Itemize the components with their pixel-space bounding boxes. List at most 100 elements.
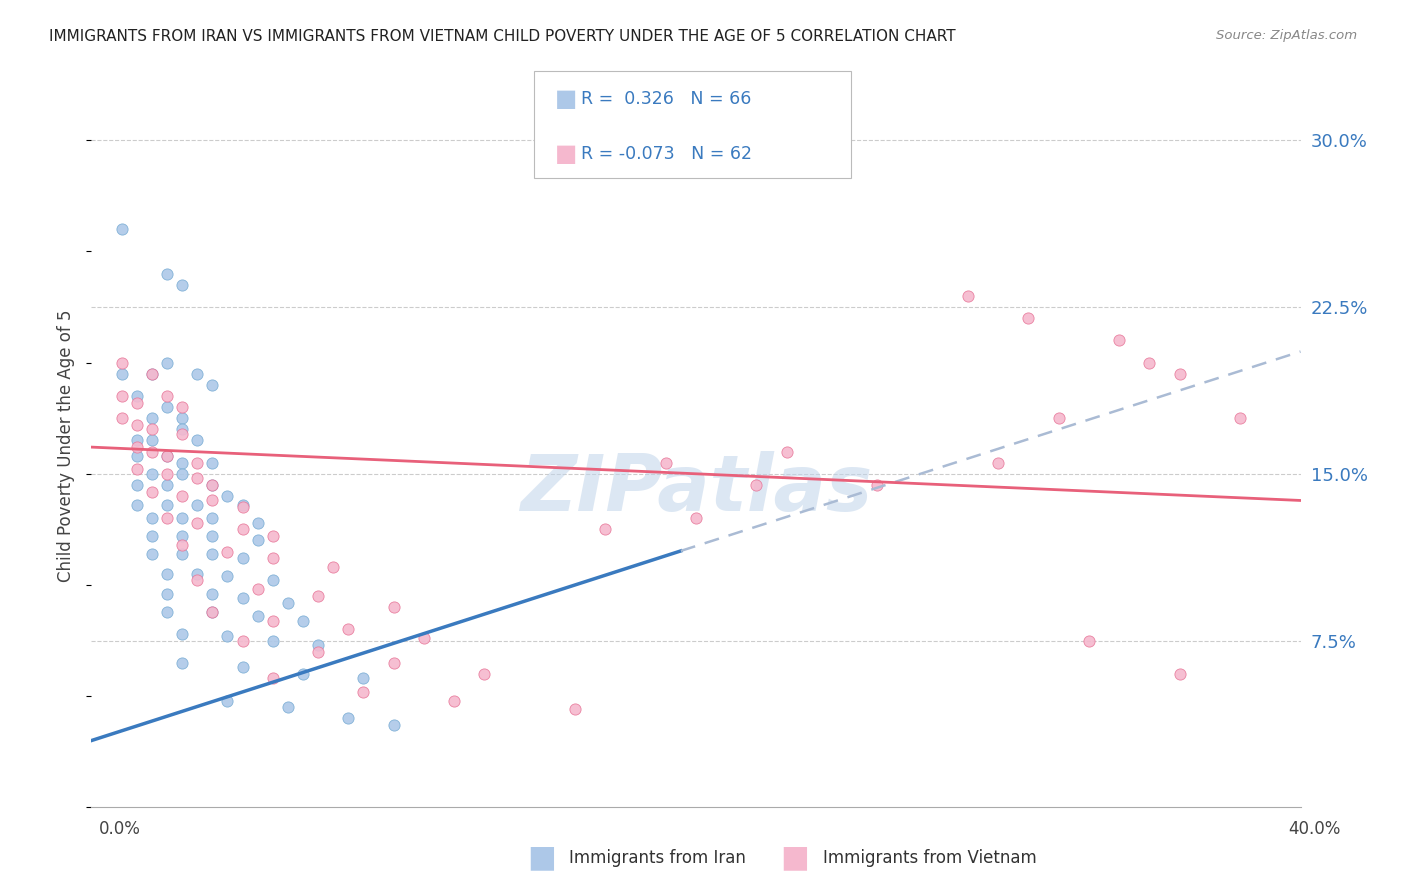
Point <box>172 422 194 436</box>
Point <box>1047 411 1070 425</box>
Point <box>246 516 269 530</box>
Point <box>322 560 344 574</box>
Point <box>246 533 269 548</box>
Point <box>125 389 148 403</box>
Point <box>1139 356 1161 370</box>
Point <box>141 511 163 525</box>
Point <box>277 700 299 714</box>
Point <box>156 605 179 619</box>
Point <box>141 434 163 448</box>
Point <box>1108 334 1130 348</box>
Point <box>141 411 163 425</box>
Text: R = -0.073   N = 62: R = -0.073 N = 62 <box>581 145 752 163</box>
Point <box>1229 411 1251 425</box>
Point <box>201 605 224 619</box>
Point <box>111 389 132 403</box>
Point <box>186 471 208 485</box>
Point <box>866 478 889 492</box>
Point <box>231 498 253 512</box>
Point <box>141 422 163 436</box>
Point <box>156 449 179 463</box>
Point <box>156 389 179 403</box>
Point <box>156 467 179 481</box>
Point <box>141 547 163 561</box>
Point <box>217 693 239 707</box>
Point <box>413 632 436 646</box>
Point <box>231 591 253 606</box>
Point <box>172 411 194 425</box>
Point <box>231 660 253 674</box>
Text: ■: ■ <box>555 143 578 166</box>
Point <box>307 645 329 659</box>
Point <box>246 582 269 597</box>
Point <box>1077 633 1099 648</box>
Point <box>201 478 224 492</box>
Point <box>745 478 768 492</box>
Point <box>125 449 148 463</box>
Point <box>156 498 179 512</box>
Point <box>172 511 194 525</box>
Point <box>382 600 405 615</box>
Point <box>564 702 586 716</box>
Point <box>1168 666 1191 681</box>
Point <box>262 551 284 566</box>
Point <box>156 267 179 281</box>
Point <box>156 587 179 601</box>
Text: ■: ■ <box>527 844 555 872</box>
Point <box>382 656 405 670</box>
Point <box>1018 311 1040 326</box>
Point <box>172 547 194 561</box>
Point <box>337 623 360 637</box>
Point <box>186 574 208 588</box>
Point <box>125 395 148 409</box>
Point <box>217 569 239 583</box>
Point <box>246 609 269 624</box>
Point <box>141 367 163 381</box>
Text: IMMIGRANTS FROM IRAN VS IMMIGRANTS FROM VIETNAM CHILD POVERTY UNDER THE AGE OF 5: IMMIGRANTS FROM IRAN VS IMMIGRANTS FROM … <box>49 29 956 44</box>
Point <box>231 551 253 566</box>
Point <box>172 656 194 670</box>
Point <box>125 434 148 448</box>
Point <box>231 500 253 515</box>
Point <box>111 222 132 236</box>
Point <box>443 693 465 707</box>
Point <box>352 671 374 685</box>
Point <box>186 456 208 470</box>
Text: R =  0.326   N = 66: R = 0.326 N = 66 <box>581 90 751 108</box>
Point <box>172 426 194 441</box>
Point <box>201 529 224 543</box>
Point <box>307 589 329 603</box>
Point <box>382 718 405 732</box>
Point <box>186 367 208 381</box>
Point <box>156 478 179 492</box>
Point <box>292 666 315 681</box>
Point <box>125 478 148 492</box>
Point <box>776 444 799 458</box>
Point <box>201 377 224 392</box>
Point <box>125 440 148 454</box>
Point <box>186 434 208 448</box>
Point <box>111 411 132 425</box>
Point <box>472 666 495 681</box>
Point <box>217 544 239 558</box>
Point <box>987 456 1010 470</box>
Point <box>201 587 224 601</box>
Point <box>186 498 208 512</box>
Point <box>172 277 194 292</box>
Point <box>172 489 194 503</box>
Point <box>186 566 208 581</box>
Point <box>956 289 979 303</box>
Text: Source: ZipAtlas.com: Source: ZipAtlas.com <box>1216 29 1357 42</box>
Point <box>262 614 284 628</box>
Point <box>156 566 179 581</box>
Point <box>125 462 148 476</box>
Text: 0.0%: 0.0% <box>98 820 141 838</box>
Point <box>141 444 163 458</box>
Point <box>125 417 148 432</box>
Point <box>141 367 163 381</box>
Point <box>337 711 360 725</box>
Point <box>111 356 132 370</box>
Point <box>217 489 239 503</box>
Point <box>172 538 194 552</box>
Point <box>292 614 315 628</box>
